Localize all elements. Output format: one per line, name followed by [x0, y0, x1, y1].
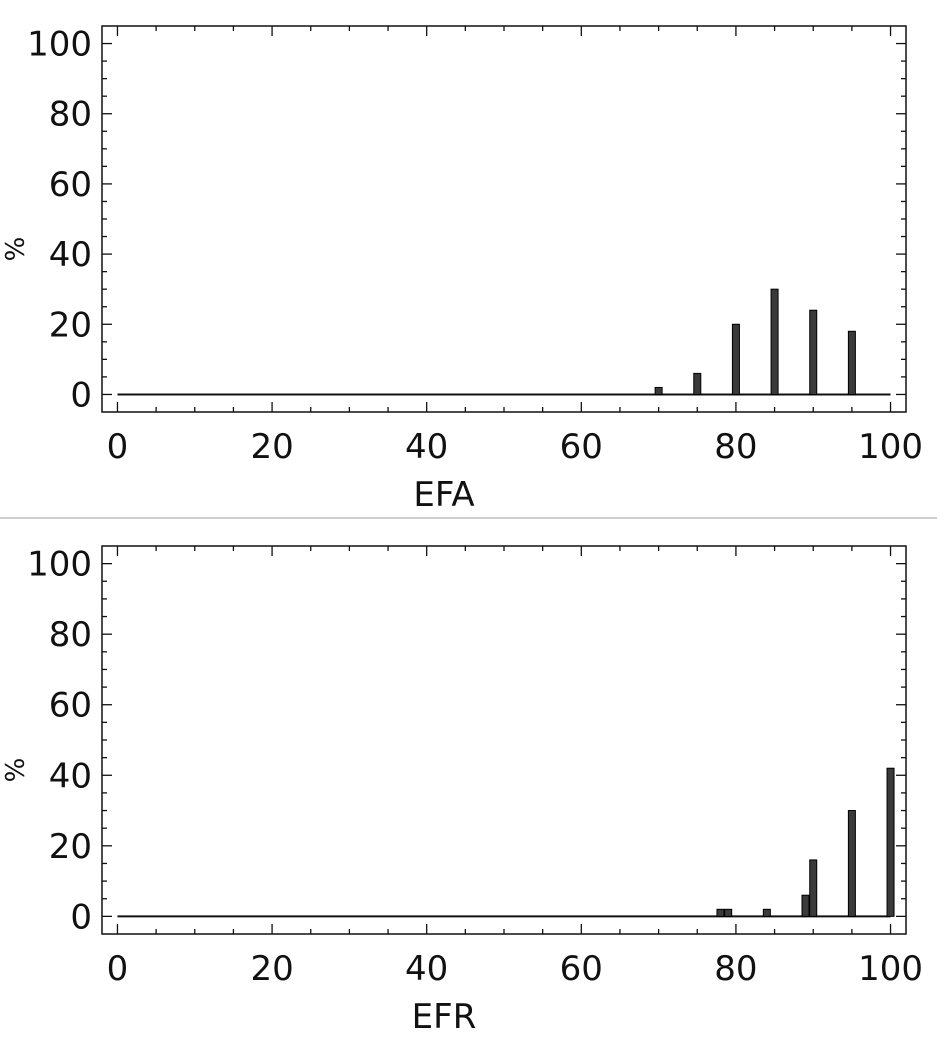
- x-tick-label: 20: [250, 427, 293, 467]
- bar: [801, 894, 810, 917]
- x-tick-label: 80: [714, 427, 757, 467]
- plot-frame: [101, 545, 907, 935]
- x-axis-title: EFR: [412, 997, 477, 1037]
- bar: [770, 288, 779, 395]
- y-tick-label: 20: [49, 827, 92, 867]
- bar: [716, 908, 725, 917]
- y-tick-label: 20: [49, 305, 92, 345]
- y-axis-title: %: [1, 237, 31, 262]
- x-tick-label: 40: [405, 427, 448, 467]
- x-axis-title: EFA: [413, 475, 474, 515]
- bar: [809, 309, 818, 395]
- y-tick-label: 80: [49, 95, 92, 135]
- x-tick-label: 100: [858, 949, 923, 989]
- x-tick-label: 0: [107, 427, 129, 467]
- bar: [847, 810, 856, 917]
- bar: [886, 767, 895, 917]
- bar: [809, 859, 818, 917]
- y-axis-title: %: [1, 758, 31, 783]
- chart-panel-2: 0 20 40 60 80 100 0 20 40 60 80 100 EFR%: [1, 545, 923, 1037]
- y-tick-label: 40: [49, 756, 92, 796]
- bar: [724, 908, 733, 917]
- x-tick-label: 40: [405, 949, 448, 989]
- y-tick-label: 60: [49, 165, 92, 205]
- bar: [847, 330, 856, 395]
- y-tick-label: 80: [49, 615, 92, 655]
- bar: [731, 323, 740, 395]
- x-tick-label: 60: [560, 949, 603, 989]
- x-tick-label: 20: [250, 949, 293, 989]
- bar: [693, 372, 702, 395]
- x-tick-label: 80: [714, 949, 757, 989]
- x-tick-label: 0: [107, 949, 129, 989]
- bar: [654, 386, 663, 395]
- y-tick-label: 0: [70, 375, 92, 415]
- x-tick-label: 100: [858, 427, 923, 467]
- y-tick-label: 0: [70, 897, 92, 937]
- bar: [762, 908, 771, 917]
- y-tick-label: 60: [49, 686, 92, 726]
- y-tick-label: 40: [49, 235, 92, 275]
- y-tick-label: 100: [27, 25, 92, 65]
- chart-panel-1: 0 20 40 60 80 100 0 20 40 60 80 100 EFA%: [1, 25, 923, 515]
- x-tick-label: 60: [560, 427, 603, 467]
- plot-frame: [101, 25, 907, 413]
- y-tick-label: 100: [27, 545, 92, 585]
